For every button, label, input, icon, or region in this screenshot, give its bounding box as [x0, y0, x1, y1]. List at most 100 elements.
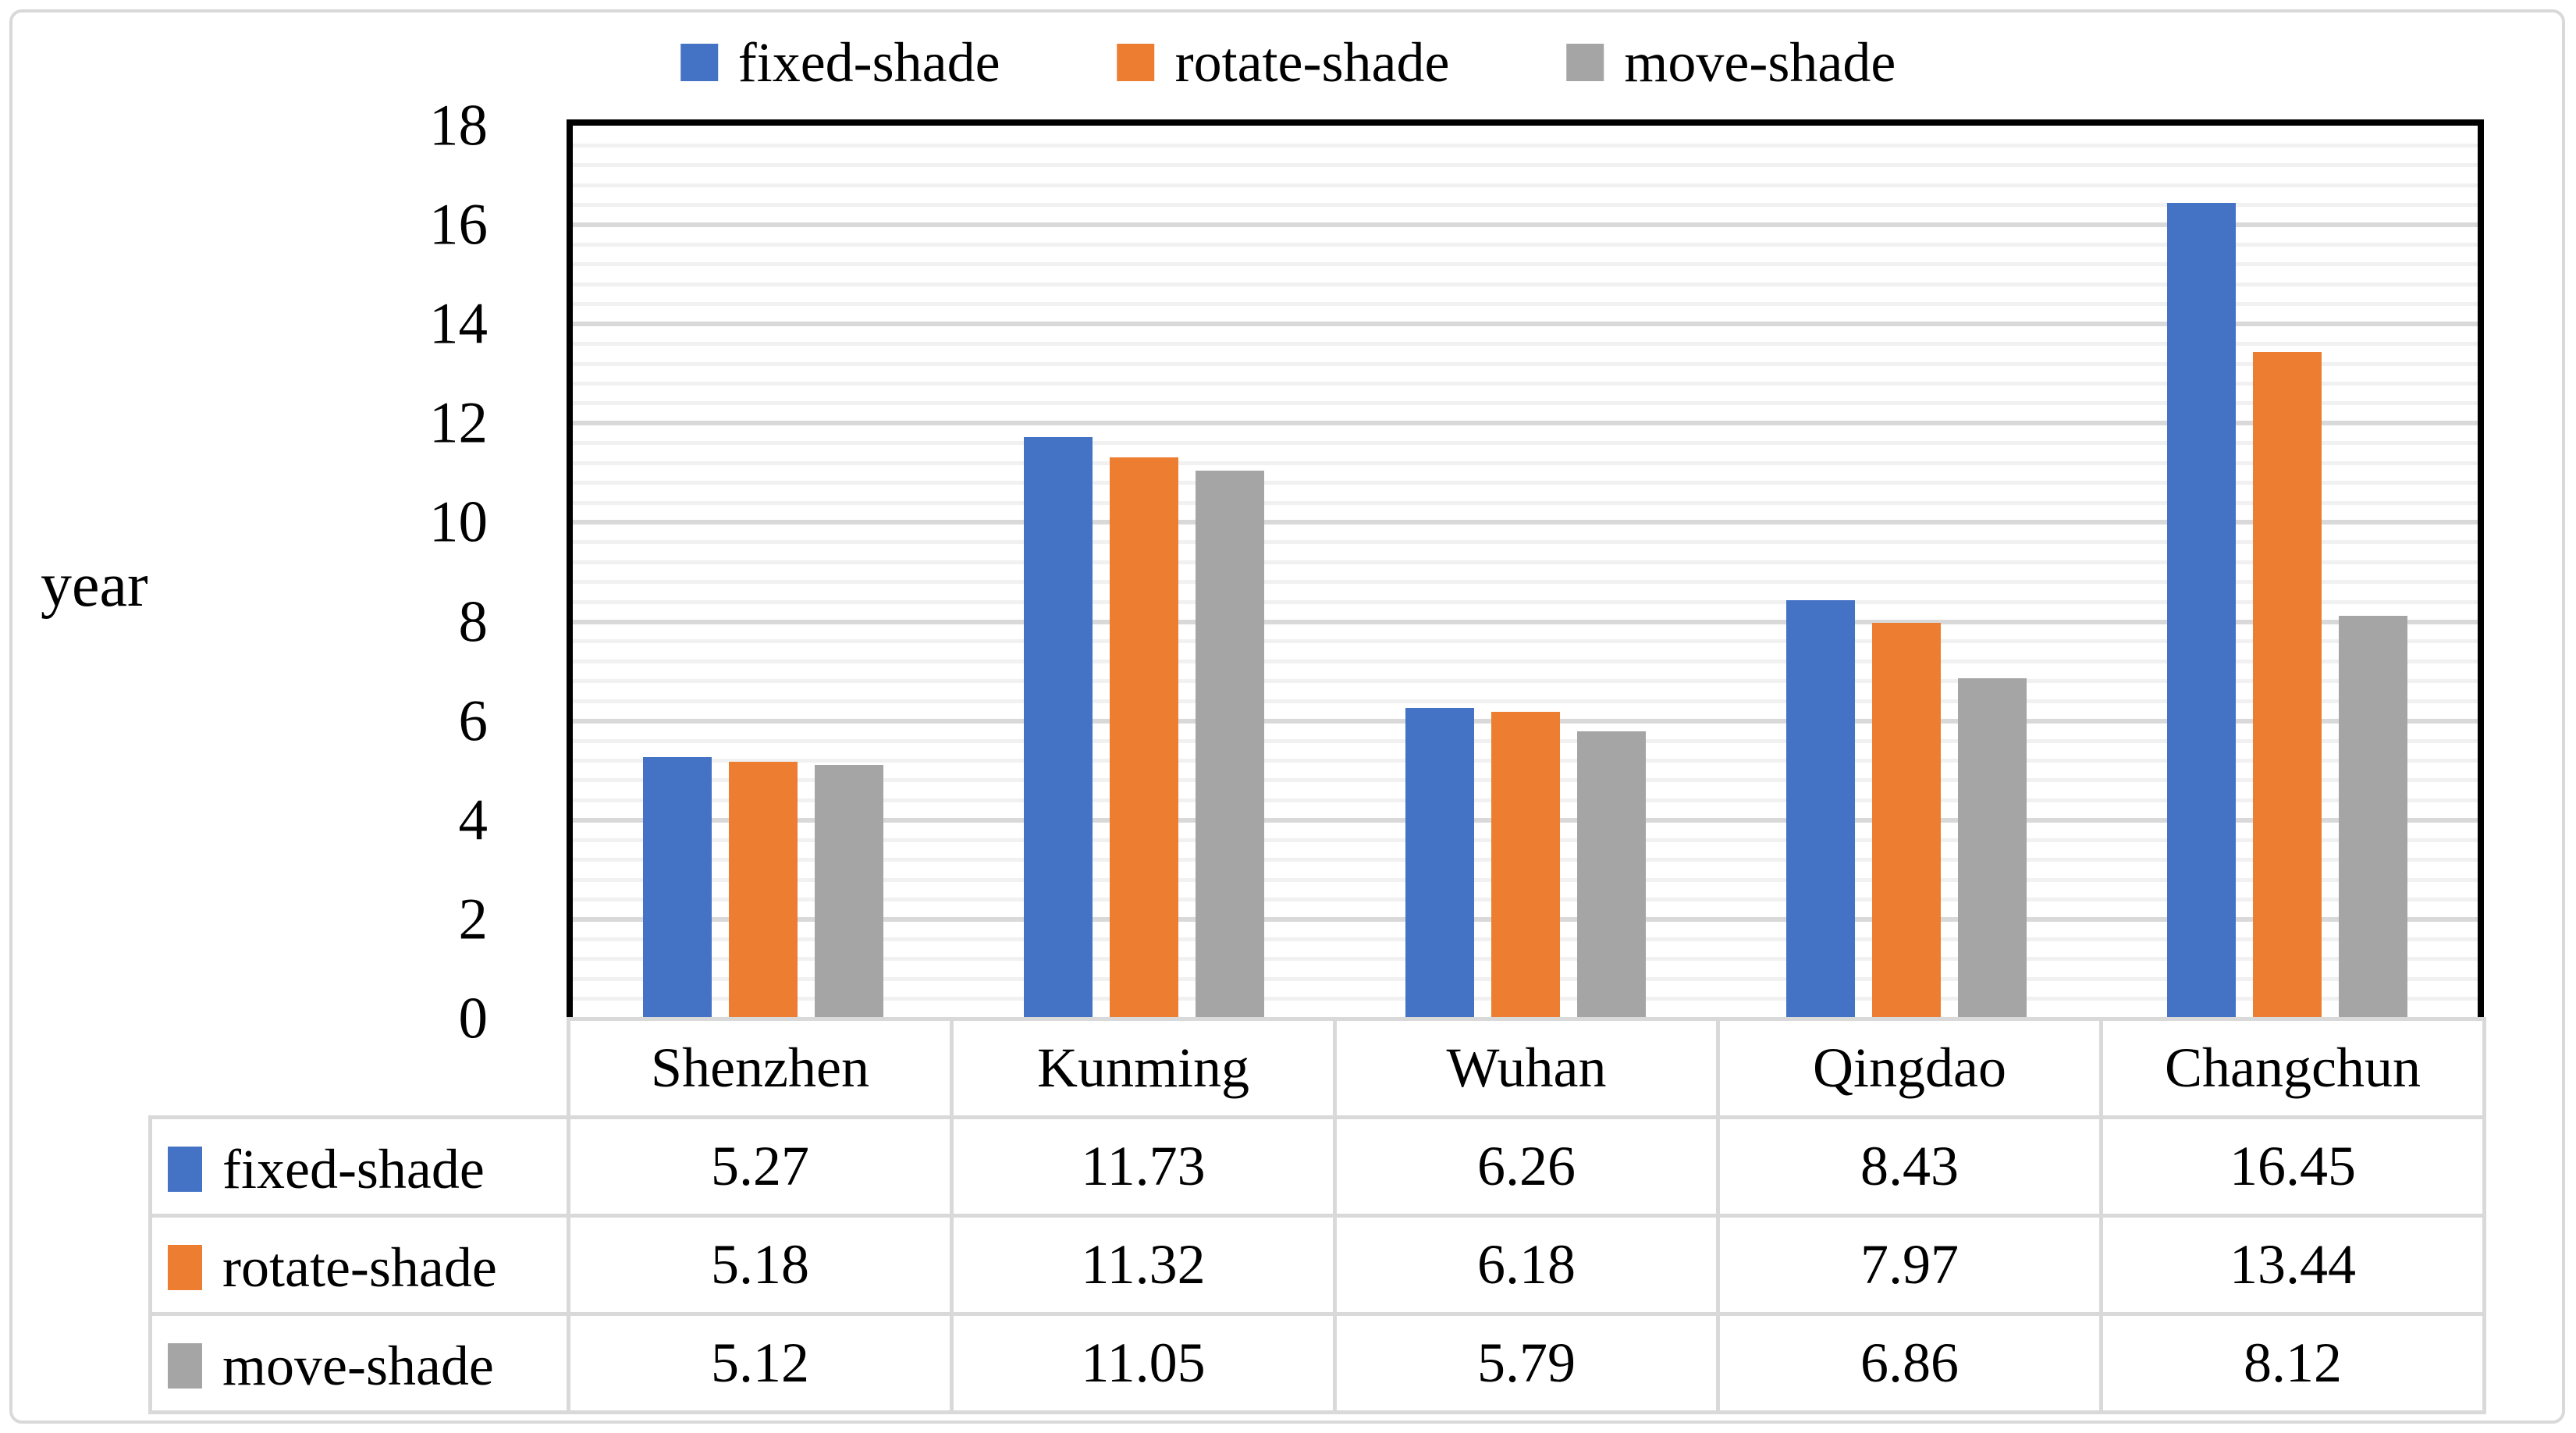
minor-gridline [573, 401, 2478, 406]
minor-gridline [573, 282, 2478, 286]
table-value-cell: 11.73 [950, 1115, 1337, 1218]
major-gridline [573, 222, 2478, 228]
plot-area [567, 119, 2484, 1019]
y-tick-label: 0 [458, 986, 489, 1051]
minor-gridline [573, 203, 2478, 208]
minor-gridline [573, 143, 2478, 148]
minor-gridline [573, 599, 2478, 604]
y-tick-label: 4 [458, 788, 489, 853]
minor-gridline [573, 460, 2478, 465]
y-tick-label: 18 [429, 93, 488, 158]
minor-gridline [573, 183, 2478, 187]
y-tick-label: 10 [429, 489, 488, 555]
bar-move-shade [1576, 731, 1646, 1019]
legend-color-swatch [680, 44, 718, 81]
minor-gridline [573, 302, 2478, 307]
chart-legend: fixed-shade rotate-shade move-shade [680, 34, 1896, 91]
minor-gridline [573, 361, 2478, 366]
bar-fixed-shade [1024, 436, 1093, 1019]
major-gridline [573, 520, 2478, 525]
legend-item: move-shade [1566, 34, 1896, 91]
legend-item-label: move-shade [1624, 31, 1896, 94]
category-group-kunming [954, 126, 1334, 1019]
table-value-cell: 6.18 [1333, 1214, 1720, 1316]
table-row-label-text: rotate-shade [222, 1236, 497, 1299]
legend-item-label: fixed-shade [737, 31, 1000, 94]
bar-move-shade [2338, 615, 2407, 1019]
table-value-cell: 5.12 [567, 1312, 954, 1414]
bar-groups [573, 126, 2478, 1019]
bar-move-shade [1196, 470, 1265, 1019]
table-column-header: Kunming [950, 1017, 1337, 1119]
bar-rotate-shade [1871, 623, 1941, 1019]
table-column-header: Shenzhen [567, 1017, 954, 1119]
table-value-cell: 11.32 [950, 1214, 1337, 1316]
table-value-cell: 7.97 [1716, 1214, 2103, 1316]
bar-fixed-shade [2166, 202, 2236, 1019]
table-header-row: Shenzhen Kunming Wuhan Qingdao Changchun [151, 1017, 2486, 1119]
table-legend-swatch [168, 1244, 202, 1290]
minor-gridline [573, 163, 2478, 168]
legend-color-swatch [1117, 44, 1155, 81]
table-column-header: Changchun [2099, 1017, 2486, 1119]
table-value-cell: 11.05 [950, 1312, 1337, 1414]
major-gridline [573, 619, 2478, 624]
table-row-label-text: move-shade [222, 1334, 494, 1397]
minor-gridline [573, 342, 2478, 347]
bar-move-shade [1957, 678, 2027, 1019]
bar-rotate-shade [1110, 457, 1179, 1019]
table-value-cell: 5.79 [1333, 1312, 1720, 1414]
table-row: move-shade 5.12 11.05 5.79 6.86 8.12 [148, 1312, 2486, 1414]
data-table: Shenzhen Kunming Wuhan Qingdao Changchun fixe… [148, 1017, 2486, 1414]
category-group-qingdao [1716, 126, 2097, 1019]
bar-rotate-shade [729, 761, 798, 1019]
minor-gridline [573, 243, 2478, 247]
table-value-cell: 5.27 [567, 1115, 954, 1218]
minor-gridline [573, 639, 2478, 644]
table-value-cell: 13.44 [2099, 1214, 2486, 1316]
category-group-shenzhen [573, 126, 954, 1019]
bar-move-shade [815, 764, 884, 1019]
minor-gridline [573, 441, 2478, 446]
table-row: rotate-shade 5.18 11.32 6.18 7.97 13.44 [148, 1214, 2486, 1316]
minor-gridline [573, 659, 2478, 663]
bar-fixed-shade [1785, 600, 1855, 1019]
table-row-label: rotate-shade [148, 1214, 570, 1316]
table-value-cell: 16.45 [2099, 1115, 2486, 1218]
table-corner-cell [151, 1019, 569, 1118]
minor-gridline [573, 560, 2478, 564]
y-tick-label: 12 [429, 390, 488, 456]
minor-gridline [573, 679, 2478, 684]
table-value-cell: 5.18 [567, 1214, 954, 1316]
y-tick-label: 14 [429, 291, 488, 357]
table-value-cell: 8.43 [1716, 1115, 2103, 1218]
minor-gridline [573, 540, 2478, 545]
bar-rotate-shade [1491, 712, 1560, 1019]
table-legend-swatch [168, 1342, 202, 1389]
major-gridline [573, 322, 2478, 327]
y-axis-title: year [41, 551, 148, 620]
table-row-label: move-shade [148, 1312, 570, 1414]
category-group-changchun [2097, 126, 2478, 1019]
legend-item-label: rotate-shade [1174, 31, 1450, 94]
table-row: fixed-shade 5.27 11.73 6.26 8.43 16.45 [148, 1115, 2486, 1218]
legend-item: fixed-shade [680, 34, 1000, 91]
y-tick-label: 6 [458, 688, 489, 754]
minor-gridline [573, 262, 2478, 267]
category-group-wuhan [1334, 126, 1715, 1019]
bar-rotate-shade [2252, 351, 2322, 1019]
table-column-header: Qingdao [1716, 1017, 2103, 1119]
y-tick-label: 16 [429, 192, 488, 258]
legend-color-swatch [1566, 44, 1604, 81]
legend-item: rotate-shade [1117, 31, 1450, 94]
bar-fixed-shade [1405, 708, 1474, 1019]
minor-gridline [573, 481, 2478, 485]
major-gridline [573, 421, 2478, 426]
table-value-cell: 6.26 [1333, 1115, 1720, 1218]
minor-gridline [573, 500, 2478, 505]
table-row-label: fixed-shade [148, 1115, 570, 1218]
table-legend-swatch [168, 1146, 202, 1192]
minor-gridline [573, 699, 2478, 703]
bar-fixed-shade [643, 757, 712, 1019]
